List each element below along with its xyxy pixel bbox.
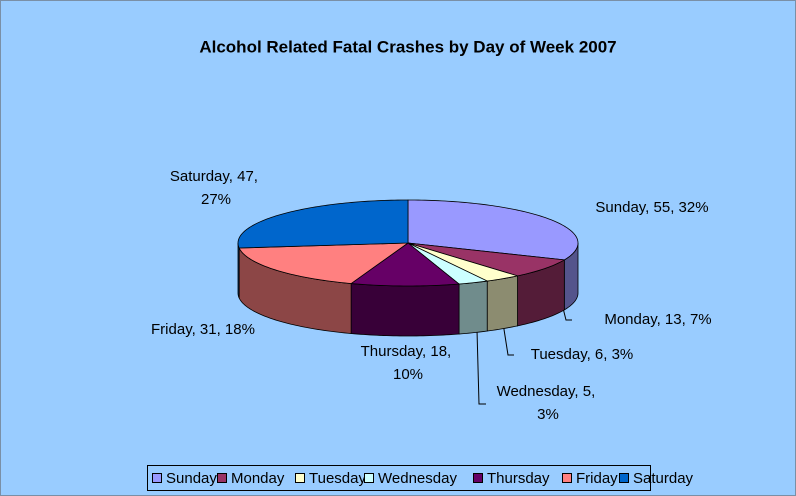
pie-side	[350, 283, 460, 337]
legend-label: Thursday	[487, 470, 550, 487]
pie-slice	[237, 199, 409, 249]
data-label: Thursday, 18, 10%	[361, 343, 456, 383]
legend-label: Saturday	[633, 470, 694, 487]
data-label-line: Thursday, 18,	[361, 343, 456, 360]
legend-label: Sunday	[166, 470, 217, 487]
legend-swatch	[152, 473, 162, 483]
legend-label: Friday	[576, 470, 618, 487]
legend-label: Monday	[231, 470, 285, 487]
data-label-line: 27%	[201, 191, 231, 208]
data-label: Sunday, 55, 32%	[595, 199, 708, 216]
legend-swatch	[562, 473, 572, 483]
legend-swatch	[619, 473, 629, 483]
legend-swatch	[295, 473, 305, 483]
pie-slice	[407, 199, 579, 261]
legend-swatch	[473, 473, 483, 483]
data-label: Monday, 13, 7%	[604, 311, 711, 328]
pie-side	[458, 280, 488, 335]
legend-swatch	[364, 473, 374, 483]
data-label: Wednesday, 5, 3%	[497, 383, 600, 423]
chart-title: Alcohol Related Fatal Crashes by Day of …	[199, 37, 616, 56]
pie-side	[237, 242, 240, 299]
pie-side	[486, 275, 518, 332]
pie-slice	[407, 242, 489, 285]
data-label-line: 10%	[393, 366, 423, 383]
data-label: Saturday, 47, 27%	[170, 168, 262, 208]
legend-label: Wednesday	[378, 470, 457, 487]
data-label: Friday, 31, 18%	[151, 321, 255, 338]
legend-swatch	[217, 473, 227, 483]
data-label-line: 3%	[537, 406, 559, 423]
pie-slice	[407, 242, 566, 277]
legend-label: Tuesday	[309, 470, 366, 487]
leader-line	[502, 322, 514, 356]
data-label: Tuesday, 6, 3%	[531, 346, 634, 363]
data-label-line: Saturday, 47,	[170, 168, 262, 185]
leader-line	[476, 329, 486, 405]
pie-slice	[350, 242, 461, 287]
pie-slice	[407, 242, 518, 282]
data-label-line: Wednesday, 5,	[497, 383, 600, 400]
pie-sides	[237, 242, 579, 337]
pie-slice	[238, 242, 410, 284]
